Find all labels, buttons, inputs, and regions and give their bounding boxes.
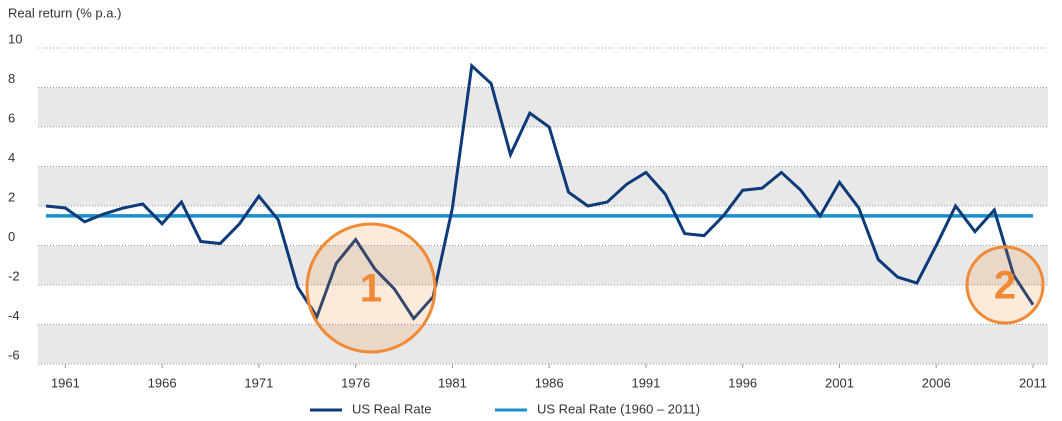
grid-band [38,166,1048,206]
x-tick-label: 1986 [535,375,564,390]
y-tick-label: 10 [8,31,22,46]
legend-label: US Real Rate (1960 – 2011) [537,401,700,416]
x-tick-label: 2001 [825,375,854,390]
grid-band [38,245,1048,285]
x-tick-label: 1976 [341,375,370,390]
y-tick-label: 2 [8,189,15,204]
y-tick-label: 4 [8,150,15,165]
y-tick-label: 0 [8,229,15,244]
x-tick-label: 2011 [1019,375,1047,390]
y-tick-label: -6 [8,347,20,362]
y-axis-label: Real return (% p.a.) [8,5,121,20]
grid-band [38,87,1048,127]
line-series [45,62,1035,322]
x-tick-label: 1966 [148,375,177,390]
legend-label: US Real Rate [352,401,431,416]
grid-band [38,324,1048,364]
x-tick-label: 1991 [631,375,660,390]
x-tick-label: 1971 [244,375,273,390]
x-tick-label: 1961 [51,375,80,390]
y-tick-label: -2 [8,268,20,283]
y-tick-label: -4 [8,308,20,323]
x-tick-label: 1981 [438,375,467,390]
annotation-circle [305,222,437,354]
annotation-label: 2 [994,264,1016,308]
x-tick-label: 2006 [922,375,951,390]
y-tick-label: 6 [8,110,15,125]
annotation-circle [965,245,1045,325]
x-tick-label: 1996 [728,375,757,390]
annotation-label: 1 [360,267,382,311]
y-tick-label: 8 [8,71,15,86]
